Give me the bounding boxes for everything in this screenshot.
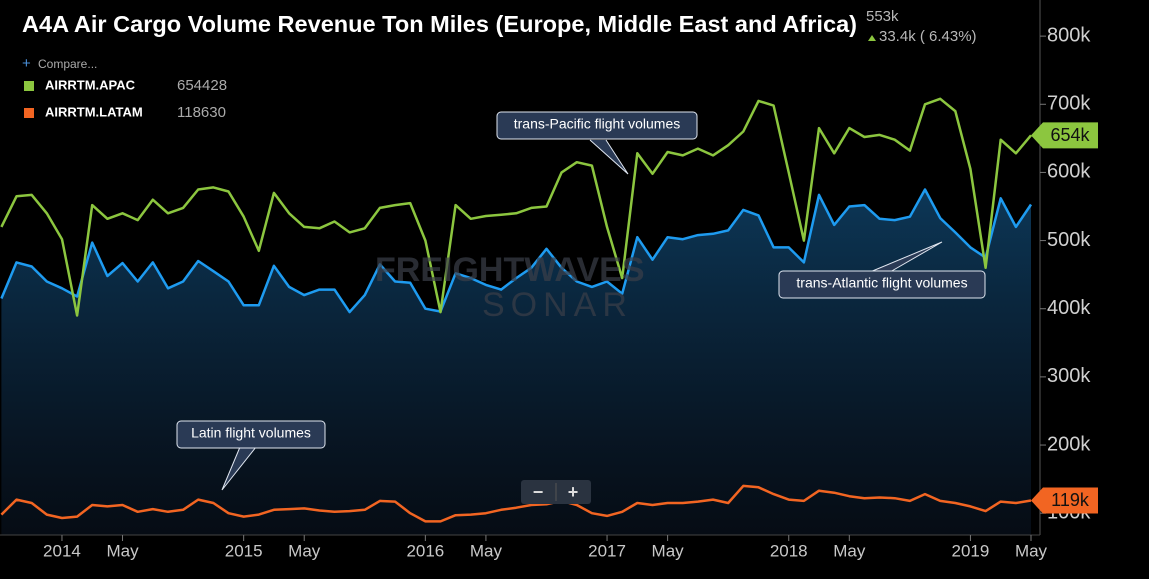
callout: [221, 446, 257, 491]
area: [1, 189, 1031, 535]
x-tick-label: 2017: [588, 541, 626, 560]
watermark: SONAR: [482, 286, 633, 324]
y-tick-label: 800k: [1047, 24, 1091, 46]
compare[interactable]: Compare...: [38, 57, 97, 71]
x-tick-label: May: [106, 541, 139, 560]
legend-value: 654428: [177, 77, 227, 94]
zoom-controls: − +: [521, 480, 591, 504]
x-tick-label: May: [288, 541, 321, 560]
legend-swatch: [24, 108, 34, 118]
change: 33.4k ( 6.43%): [879, 28, 977, 45]
annotation-text: trans-Pacific flight volumes: [514, 116, 681, 132]
plot-area: [0, 97, 1033, 535]
annotation-box: [778, 270, 986, 299]
callout: [869, 241, 943, 273]
line: [0, 484, 1032, 523]
line: [0, 97, 1032, 317]
callout: [589, 139, 629, 175]
x-tick-label: May: [652, 541, 685, 560]
annotation-text: trans-Atlantic flight volumes: [796, 275, 967, 291]
y-tick-label: 400k: [1047, 297, 1091, 319]
up-arrow: [868, 35, 876, 41]
annotation-text: Latin flight volumes: [191, 425, 311, 441]
y-tick-label: 200k: [1047, 433, 1091, 455]
x-tick-label: 2014: [43, 541, 81, 560]
x-tick-label: 2019: [952, 541, 990, 560]
x-tick-label: May: [470, 541, 503, 560]
annotation-box: [176, 420, 326, 449]
chart-title: A4A Air Cargo Volume Revenue Ton Miles (…: [22, 11, 857, 37]
legend-label: AIRRTM.LATAM: [45, 104, 143, 119]
x-tick-label: 2015: [225, 541, 263, 560]
annotation: trans-Pacific flight volumes: [496, 111, 698, 175]
x-tick-label: May: [1015, 541, 1048, 560]
x-tick-label: 2018: [770, 541, 808, 560]
annotation-box: [496, 111, 698, 140]
x-tick-label: 2016: [406, 541, 444, 560]
annotation: trans-Atlantic flight volumes: [778, 241, 986, 299]
end-label-box: [1031, 487, 1098, 514]
end-label: 119k: [1051, 490, 1090, 510]
last-value: 553k: [866, 8, 899, 25]
x-tick-label: May: [833, 541, 866, 560]
legend-swatch: [24, 81, 34, 91]
zoom-out[interactable]: −: [533, 482, 544, 502]
legend-value: 118630: [177, 104, 226, 121]
y-tick-label: 500k: [1047, 229, 1091, 251]
line: [0, 188, 1033, 314]
end-label-box: [1031, 122, 1098, 149]
compare-plus[interactable]: +: [22, 55, 31, 72]
y-tick-label: 300k: [1047, 365, 1091, 387]
zoom-in[interactable]: +: [568, 482, 579, 502]
y-tick-label: 700k: [1047, 93, 1091, 115]
end-label: 654k: [1050, 125, 1090, 145]
watermark: FREIGHTWAVES: [375, 251, 645, 289]
annotation: Latin flight volumes: [176, 420, 326, 491]
y-tick-label: 600k: [1047, 161, 1091, 183]
legend-label: AIRRTM.APAC: [45, 77, 136, 92]
